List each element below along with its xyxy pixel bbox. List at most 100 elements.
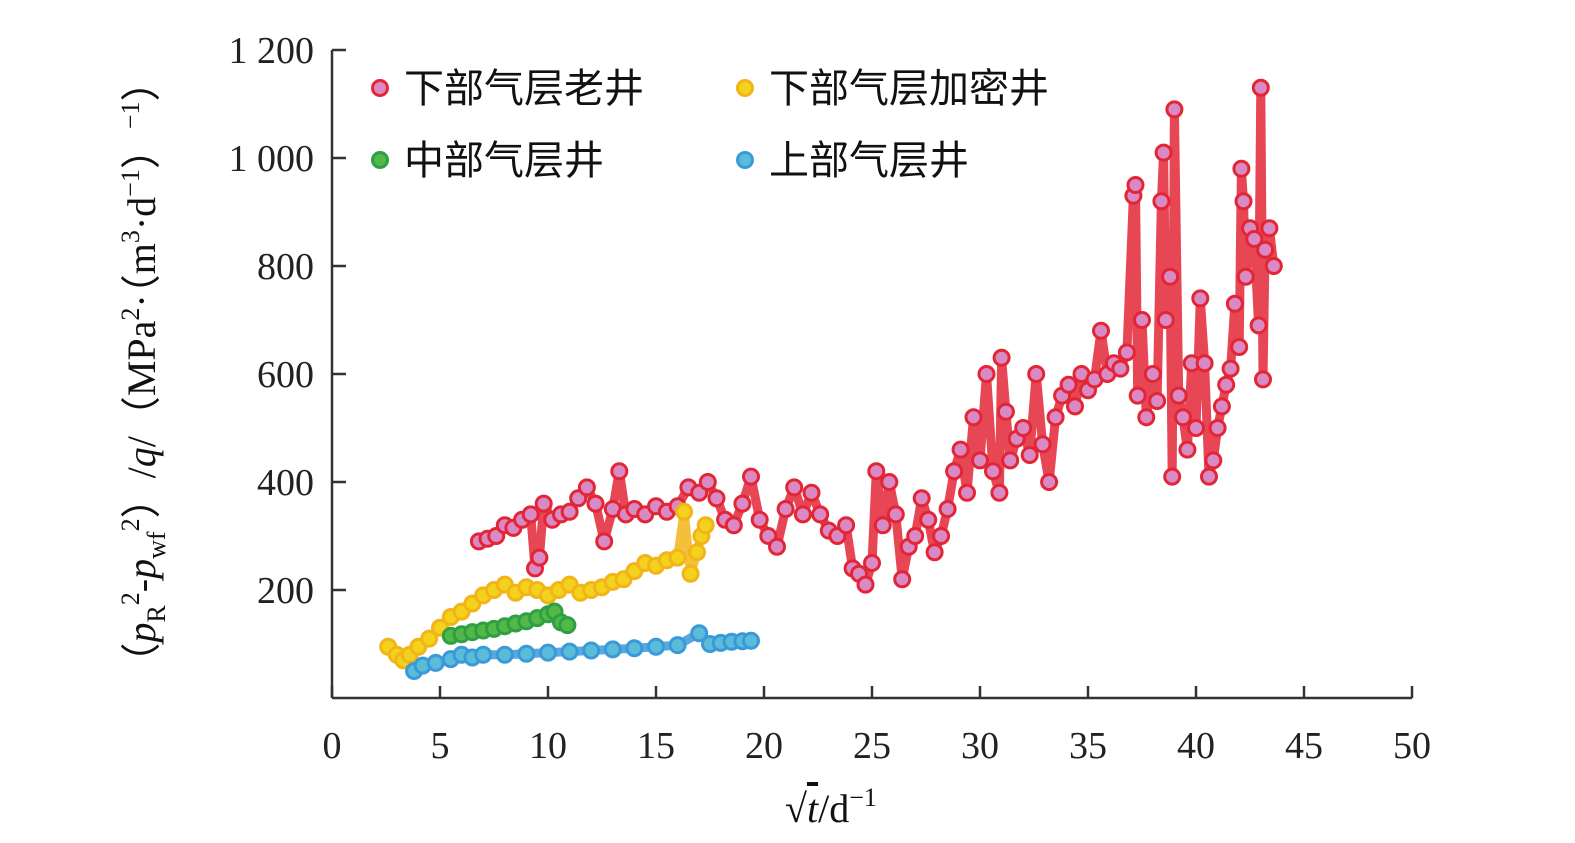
data-point [873, 516, 892, 535]
data-point [1027, 365, 1046, 383]
data-point [984, 462, 1002, 481]
data-point [742, 631, 760, 650]
data-point [521, 505, 540, 524]
x-tick-label: 15 [637, 725, 675, 767]
x-tick-label: 20 [745, 725, 783, 767]
data-point [1191, 289, 1210, 308]
data-point [577, 478, 596, 497]
data-point [837, 516, 856, 535]
data-point [1128, 386, 1147, 405]
x-tick-label: 25 [853, 725, 891, 767]
x-tick-label: 0 [323, 725, 342, 767]
data-point [1212, 397, 1231, 416]
data-point [1133, 311, 1151, 329]
series-4 [405, 624, 760, 680]
data-point [945, 462, 964, 481]
data-point [560, 502, 579, 521]
y-label-m: m [119, 243, 164, 274]
data-point [560, 642, 579, 661]
data-point [1001, 451, 1020, 470]
data-point [1230, 338, 1249, 356]
data-point [951, 440, 970, 459]
data-point [690, 624, 709, 643]
x-tick-label: 5 [431, 725, 450, 767]
data-point [932, 527, 951, 545]
data-point [919, 510, 938, 529]
data-point [1111, 359, 1130, 378]
data-point [603, 640, 622, 659]
data-point [1234, 192, 1253, 211]
data-point [625, 639, 644, 658]
data-point [698, 473, 717, 491]
legend-item: 下部气层加密井 [736, 66, 1049, 112]
data-point [893, 570, 912, 589]
data-point [977, 365, 996, 383]
data-point [1195, 354, 1214, 373]
data-point [1256, 240, 1275, 259]
x-axis-label: √t/d−1 [785, 783, 877, 831]
data-point [1217, 375, 1236, 394]
legend-marker [736, 151, 754, 169]
data-point [675, 502, 694, 521]
data-point [1020, 446, 1039, 464]
ticks-layer: 0 5 10 15 20 25 30 35 40 45 50 200 400 600 800 1 000 1 2… [229, 30, 1432, 767]
data-point [811, 505, 830, 524]
data-point [880, 473, 899, 491]
data-point [647, 637, 665, 656]
y-label-mpa: MPa [119, 320, 164, 396]
data-point [1174, 408, 1192, 427]
y-label-minus: - [119, 579, 164, 592]
data-point [1059, 375, 1078, 394]
data-point [1148, 392, 1167, 410]
data-point [1236, 267, 1255, 286]
data-point [1178, 440, 1197, 459]
series-layer [379, 78, 1283, 680]
data-point [1014, 419, 1033, 437]
data-point [1251, 78, 1270, 97]
x-axis-label-var: t [807, 786, 819, 831]
data-point [1126, 176, 1145, 194]
x-tick-label: 30 [961, 725, 999, 767]
x-tick-label: 35 [1069, 725, 1107, 767]
data-point [802, 483, 821, 502]
x-axis-label-unit: /d [818, 786, 849, 831]
data-point [776, 500, 795, 518]
y-tick-label: 1 200 [229, 30, 315, 72]
y-axis-label: （pR2-pwf2）/q/（MPa2·（m3·d−1）−1） [116, 61, 171, 682]
data-point [793, 505, 812, 524]
data-point [681, 564, 700, 583]
legend-marker [371, 79, 389, 97]
data-point [750, 510, 769, 529]
data-point [610, 462, 629, 481]
data-point [1137, 408, 1156, 427]
data-point [1249, 316, 1268, 335]
data-point [530, 548, 549, 567]
data-point [724, 516, 743, 535]
data-point [971, 451, 989, 470]
legend-marker [736, 79, 754, 97]
x-axis-label-sqrt: √ [785, 786, 807, 831]
data-point [886, 505, 905, 524]
data-point [1092, 321, 1110, 340]
data-point [925, 543, 944, 562]
data-point [582, 641, 601, 660]
data-point [1204, 451, 1223, 470]
x-tick-label: 10 [529, 725, 567, 767]
x-tick-label: 50 [1393, 725, 1431, 767]
data-point [595, 532, 614, 551]
data-point [1169, 386, 1188, 405]
data-point [1143, 365, 1162, 383]
series-3 [441, 602, 577, 645]
data-point [990, 483, 1009, 502]
x-axis-label-sup: −1 [849, 783, 877, 812]
data-point [707, 489, 726, 508]
data-point [1046, 408, 1065, 427]
legend-label: 下部气层加密井 [769, 66, 1049, 112]
data-point [1208, 419, 1227, 437]
data-point [1156, 311, 1175, 329]
y-label-sup1: 2 [116, 592, 145, 605]
data-point [1187, 419, 1205, 437]
y-tick-label: 1 000 [229, 138, 315, 180]
data-point [1117, 343, 1136, 362]
